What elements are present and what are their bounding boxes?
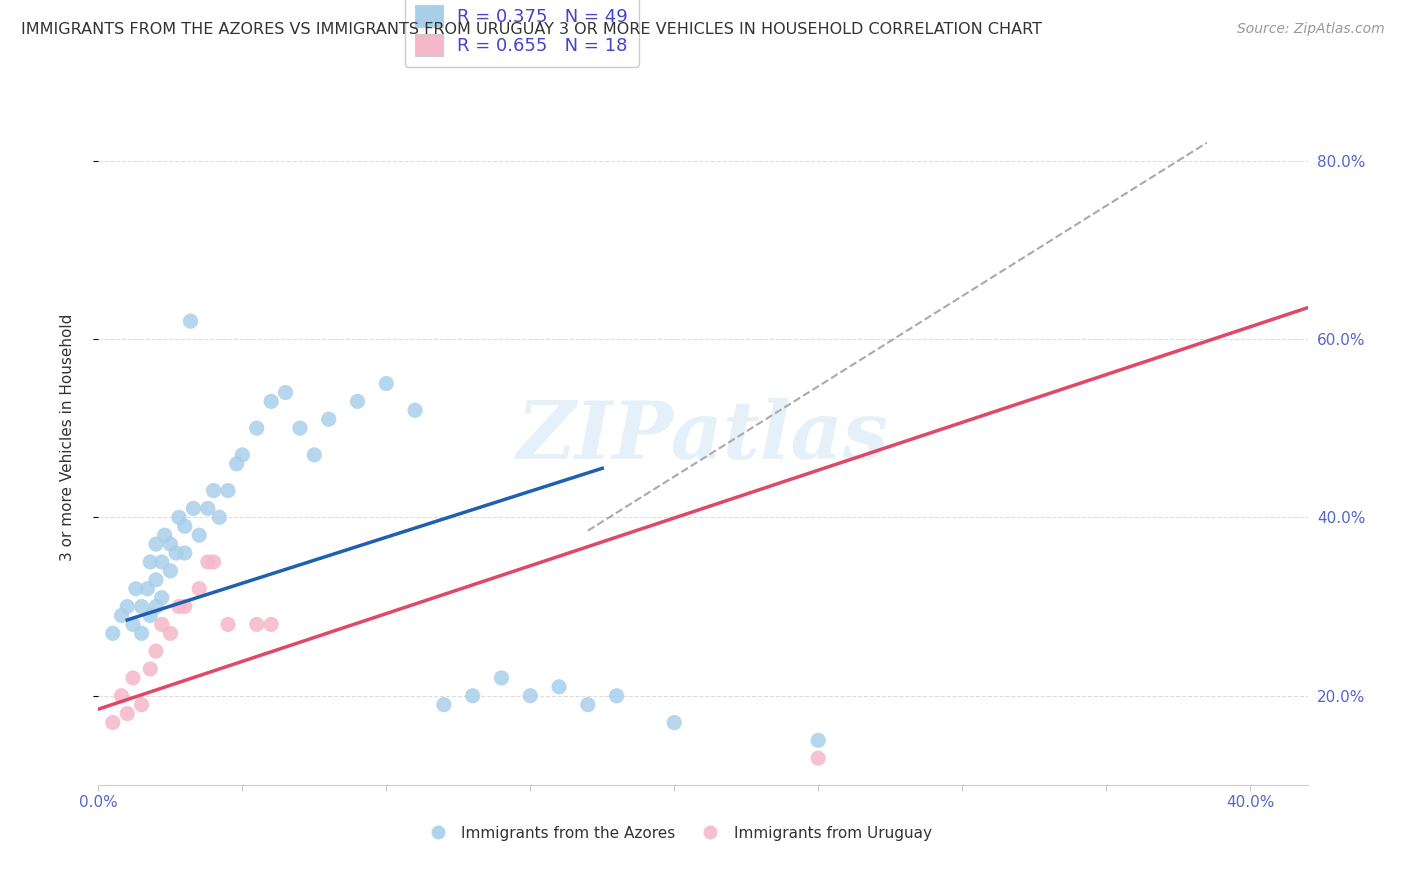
Point	[159, 537, 181, 551]
Point	[519, 689, 541, 703]
Point	[807, 733, 830, 747]
Point	[145, 644, 167, 658]
Point	[153, 528, 176, 542]
Point	[197, 555, 219, 569]
Point	[231, 448, 253, 462]
Point	[145, 573, 167, 587]
Point	[173, 599, 195, 614]
Point	[150, 555, 173, 569]
Legend: Immigrants from the Azores, Immigrants from Uruguay: Immigrants from the Azores, Immigrants f…	[420, 820, 938, 847]
Text: ZIPatlas: ZIPatlas	[517, 399, 889, 475]
Point	[122, 617, 145, 632]
Point	[202, 555, 225, 569]
Point	[139, 662, 162, 676]
Point	[131, 626, 153, 640]
Point	[173, 546, 195, 560]
Point	[136, 582, 159, 596]
Point	[167, 510, 190, 524]
Point	[139, 555, 162, 569]
Point	[110, 689, 132, 703]
Point	[188, 528, 211, 542]
Point	[115, 599, 138, 614]
Point	[375, 376, 398, 391]
Point	[433, 698, 456, 712]
Point	[318, 412, 340, 426]
Point	[548, 680, 571, 694]
Y-axis label: 3 or more Vehicles in Household: 3 or more Vehicles in Household	[60, 313, 75, 561]
Point	[346, 394, 368, 409]
Point	[404, 403, 426, 417]
Point	[246, 421, 269, 435]
Point	[125, 582, 148, 596]
Point	[208, 510, 231, 524]
Point	[145, 599, 167, 614]
Point	[197, 501, 219, 516]
Point	[173, 519, 195, 533]
Point	[150, 591, 173, 605]
Point	[159, 626, 181, 640]
Point	[217, 483, 239, 498]
Point	[139, 608, 162, 623]
Point	[491, 671, 513, 685]
Text: IMMIGRANTS FROM THE AZORES VS IMMIGRANTS FROM URUGUAY 3 OR MORE VEHICLES IN HOUS: IMMIGRANTS FROM THE AZORES VS IMMIGRANTS…	[21, 22, 1042, 37]
Point	[606, 689, 628, 703]
Point	[202, 483, 225, 498]
Point	[180, 314, 202, 328]
Point	[246, 617, 269, 632]
Point	[260, 617, 283, 632]
Point	[159, 564, 181, 578]
Text: Source: ZipAtlas.com: Source: ZipAtlas.com	[1237, 22, 1385, 37]
Point	[217, 617, 239, 632]
Point	[131, 599, 153, 614]
Point	[101, 626, 124, 640]
Point	[150, 617, 173, 632]
Point	[274, 385, 297, 400]
Point	[131, 698, 153, 712]
Point	[807, 751, 830, 765]
Point	[122, 671, 145, 685]
Point	[664, 715, 686, 730]
Point	[576, 698, 599, 712]
Point	[461, 689, 484, 703]
Point	[167, 599, 190, 614]
Point	[288, 421, 311, 435]
Point	[165, 546, 187, 560]
Point	[115, 706, 138, 721]
Point	[145, 537, 167, 551]
Point	[101, 715, 124, 730]
Point	[260, 394, 283, 409]
Point	[183, 501, 205, 516]
Point	[188, 582, 211, 596]
Point	[110, 608, 132, 623]
Point	[225, 457, 247, 471]
Point	[304, 448, 326, 462]
